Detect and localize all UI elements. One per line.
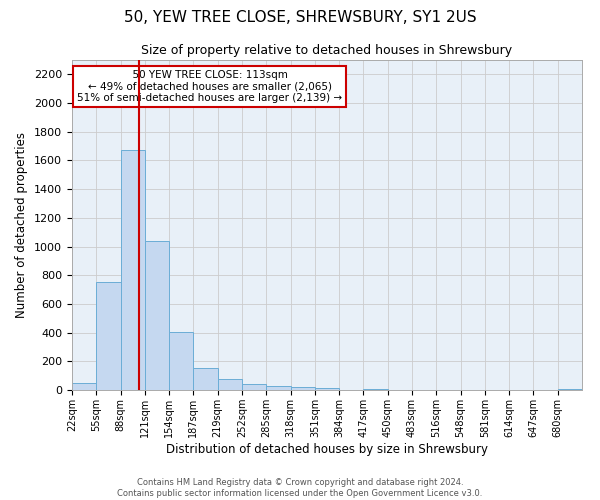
- Bar: [72, 383, 96, 390]
- Text: Contains HM Land Registry data © Crown copyright and database right 2024.
Contai: Contains HM Land Registry data © Crown c…: [118, 478, 482, 498]
- Bar: [364, 388, 388, 390]
- X-axis label: Distribution of detached houses by size in Shrewsbury: Distribution of detached houses by size …: [166, 442, 488, 456]
- Title: Size of property relative to detached houses in Shrewsbury: Size of property relative to detached ho…: [142, 44, 512, 58]
- Bar: [96, 282, 121, 390]
- Bar: [169, 332, 193, 390]
- Bar: [145, 241, 169, 390]
- Bar: [315, 388, 339, 390]
- Bar: [218, 378, 242, 390]
- Bar: [193, 368, 218, 390]
- Bar: [242, 384, 266, 390]
- Text: 50 YEW TREE CLOSE: 113sqm  
← 49% of detached houses are smaller (2,065)
51% of : 50 YEW TREE CLOSE: 113sqm ← 49% of detac…: [77, 70, 342, 103]
- Bar: [121, 150, 145, 390]
- Text: 50, YEW TREE CLOSE, SHREWSBURY, SY1 2US: 50, YEW TREE CLOSE, SHREWSBURY, SY1 2US: [124, 10, 476, 25]
- Bar: [290, 387, 315, 390]
- Bar: [266, 386, 290, 390]
- Y-axis label: Number of detached properties: Number of detached properties: [16, 132, 28, 318]
